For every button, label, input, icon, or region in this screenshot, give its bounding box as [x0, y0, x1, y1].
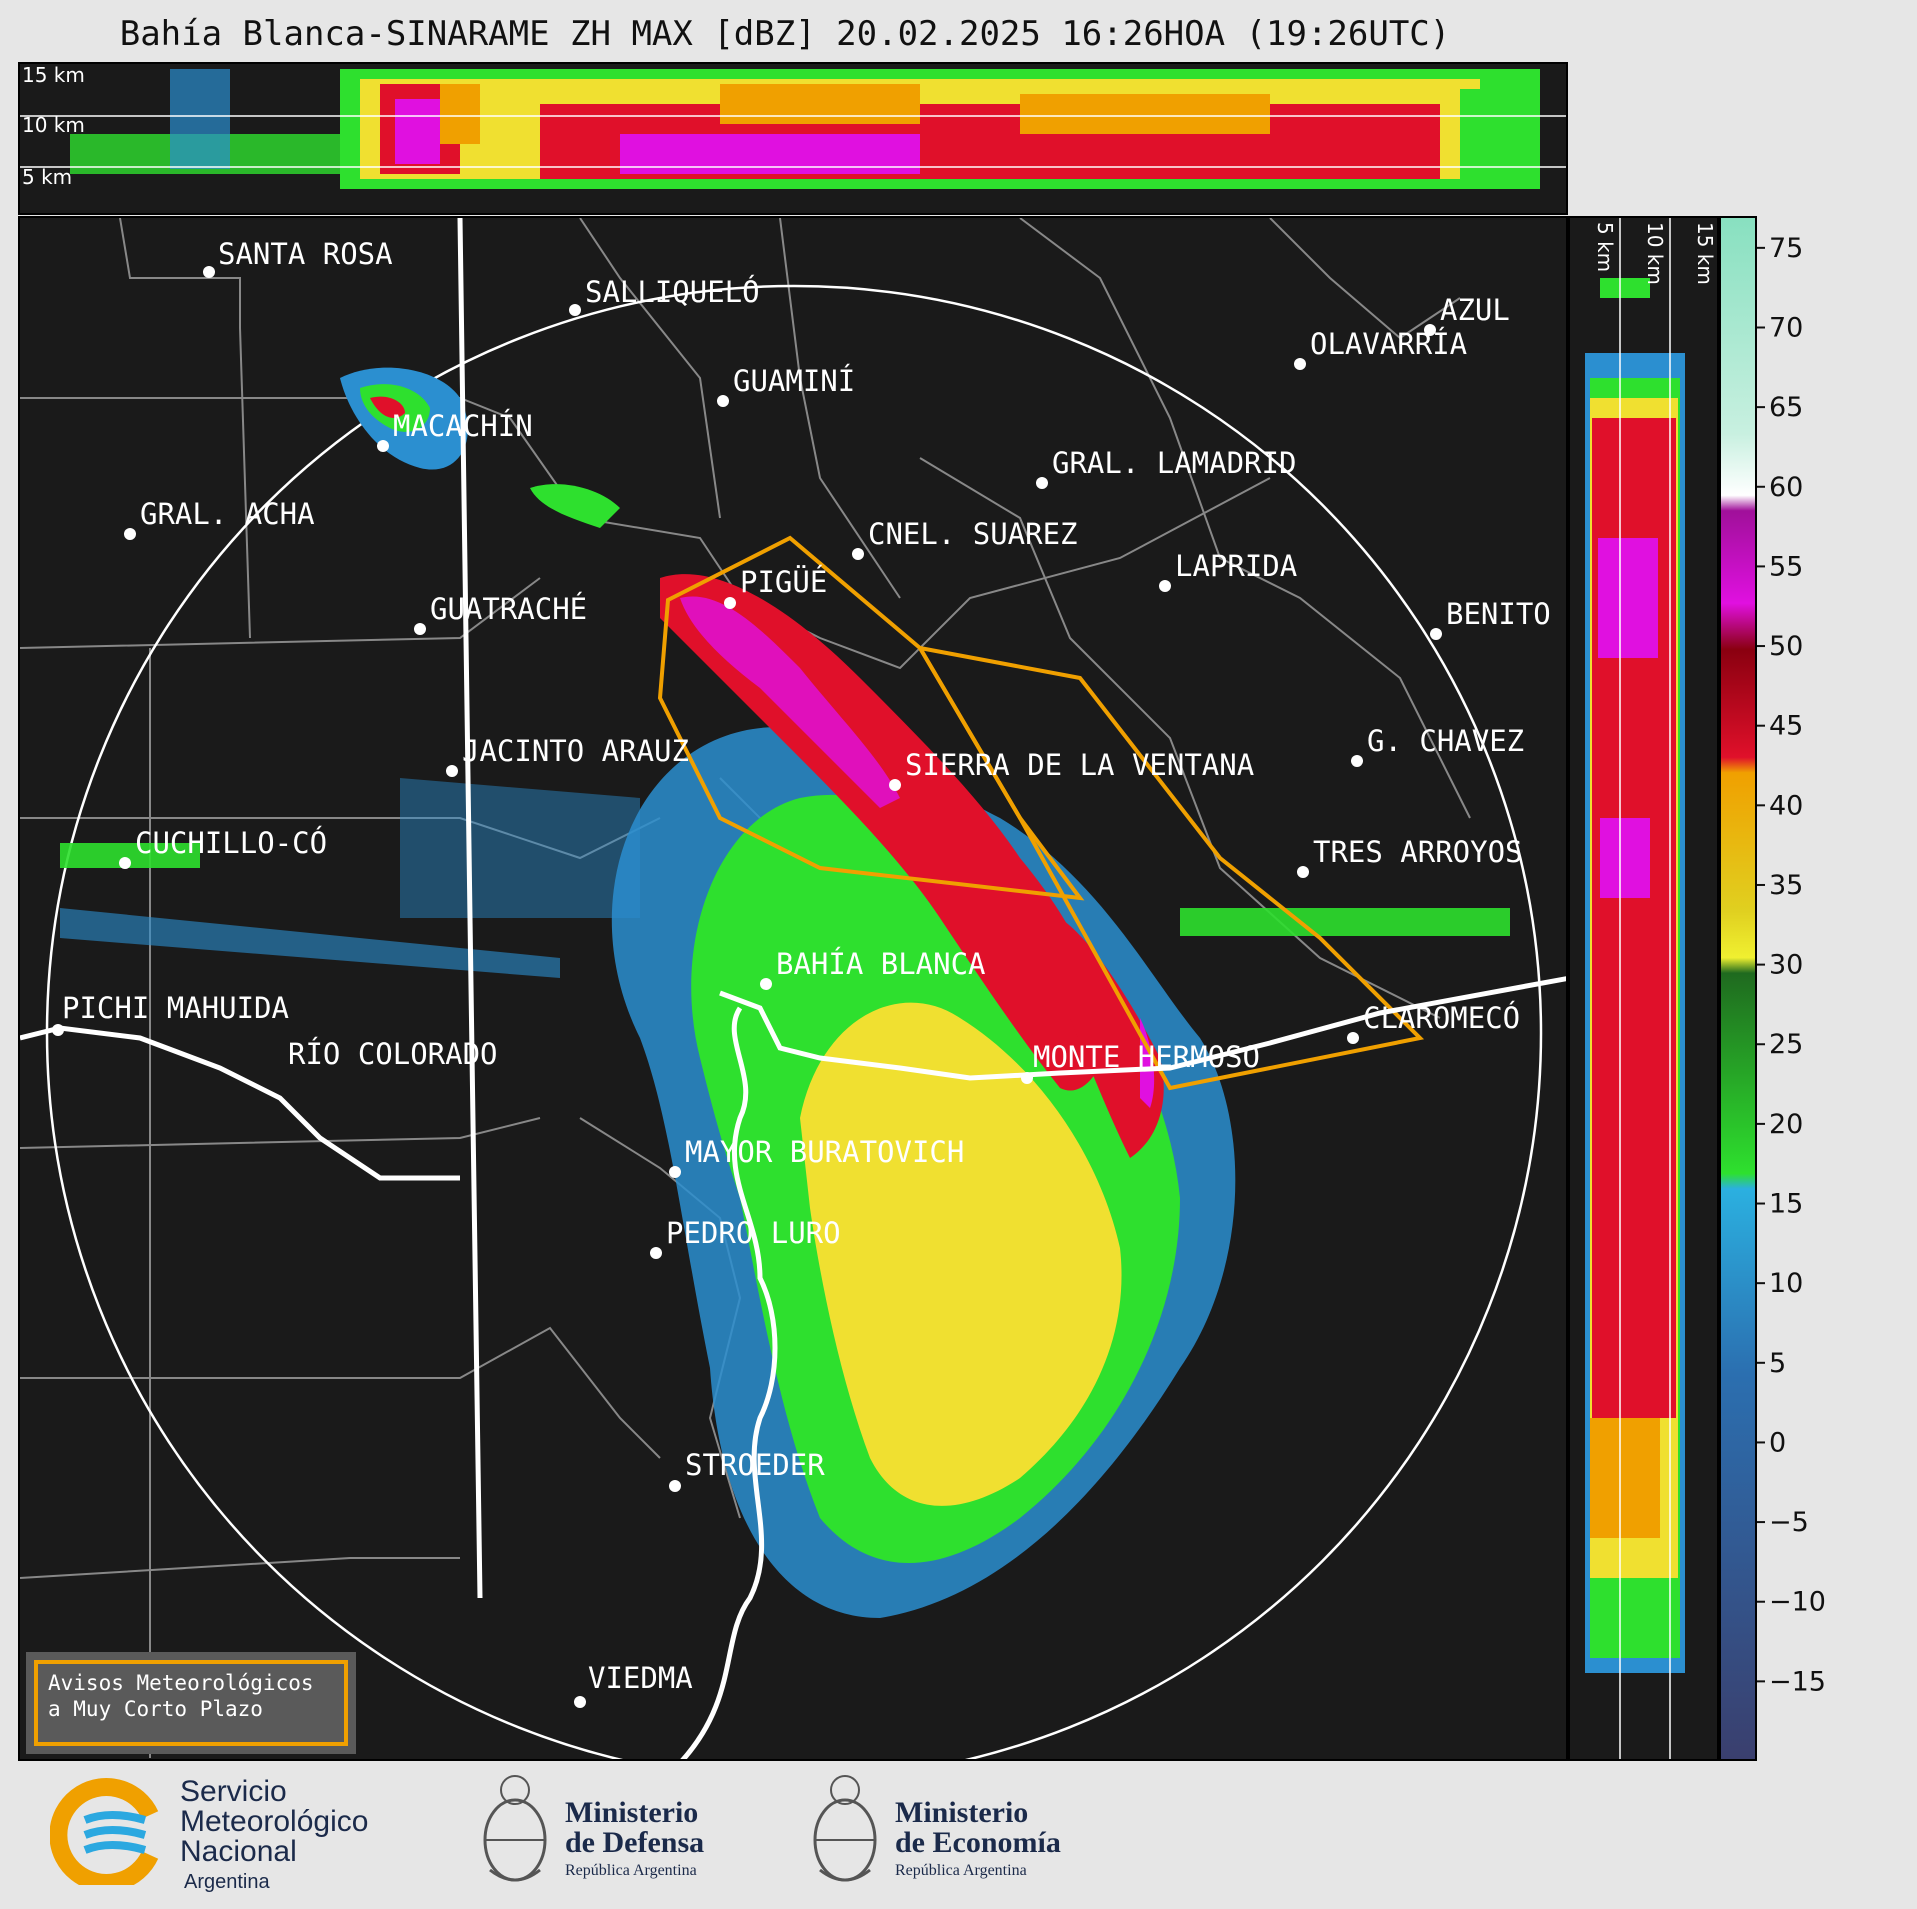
- city-rio-colorado: RÍO COLORADO: [288, 1037, 498, 1071]
- city-pedro-luro: PEDRO LURO: [666, 1216, 841, 1250]
- city-bahia-blanca: BAHÍA BLANCA: [776, 947, 986, 981]
- city-salliquelo: SALLIQUELÓ: [585, 275, 760, 309]
- city-claromeco: CLAROMECÓ: [1363, 1001, 1520, 1035]
- min-def-sub: República Argentina: [565, 1862, 697, 1879]
- side-cross-section: 5 km 10 km 15 km: [1570, 218, 1717, 1759]
- colorbar-gradient: [1721, 218, 1755, 1759]
- min-eco-sub: República Argentina: [895, 1862, 1027, 1879]
- colorbar-tick-label: 60: [1769, 472, 1803, 503]
- colorbar-tick-label: 55: [1769, 551, 1803, 582]
- colorbar-tick-label: −5: [1769, 1507, 1809, 1538]
- top-alt-label-5: 5 km: [22, 165, 72, 189]
- top-cross-section-panel: 15 km 10 km 5 km: [18, 62, 1568, 215]
- min-def-title-2: de Defensa: [565, 1826, 705, 1859]
- city-benito: BENITO: [1446, 597, 1551, 631]
- colorbar-tick-label: −15: [1769, 1666, 1826, 1697]
- min-eco-title-1: Ministerio: [895, 1796, 1029, 1829]
- top-cross-section: 15 km 10 km 5 km: [20, 64, 1566, 213]
- colorbar-tick-label: 75: [1769, 233, 1803, 264]
- warnings-legend: Avisos Meteorológicos a Muy Corto Plazo: [26, 1652, 356, 1754]
- colorbar-tick-label: 25: [1769, 1029, 1803, 1060]
- smn-line-1: Servicio: [180, 1775, 287, 1808]
- warnings-legend-border: Avisos Meteorológicos a Muy Corto Plazo: [34, 1660, 348, 1746]
- city-viedma: VIEDMA: [588, 1661, 693, 1695]
- ministry-defense-logo: Ministerio de Defensa República Argentin…: [470, 1760, 770, 1900]
- city-pigue: PIGÜÉ: [740, 565, 827, 599]
- colorbar-tick-label: 5: [1769, 1348, 1786, 1379]
- smn-line-3: Nacional: [180, 1835, 297, 1868]
- top-alt-label-10: 10 km: [22, 113, 85, 137]
- national-shield-icon: [483, 1775, 547, 1882]
- reflectivity-colorbar: [1719, 216, 1757, 1761]
- side-alt-label-5: 5 km: [1593, 222, 1617, 272]
- city-laprida: LAPRIDA: [1175, 549, 1297, 583]
- city-gral-acha: GRAL. ACHA: [140, 497, 315, 531]
- ministry-economy-logo: Ministerio de Economía República Argenti…: [800, 1760, 1100, 1900]
- city-pichi-mahuida: PICHI MAHUIDA: [62, 991, 289, 1025]
- city-olavarria: OLAVARRÍA: [1310, 327, 1467, 361]
- warning-polygons[interactable]: [657, 535, 1425, 1091]
- colorbar-tick-label: 65: [1769, 392, 1803, 423]
- radar-map-panel[interactable]: SANTA ROSA SALLIQUELÓ AZUL OLAVARRÍA GUA…: [18, 216, 1568, 1761]
- colorbar-tick-label: 0: [1769, 1427, 1786, 1458]
- colorbar-tick-label: −10: [1769, 1587, 1826, 1618]
- city-markers: SANTA ROSA SALLIQUELÓ AZUL OLAVARRÍA GUA…: [52, 237, 1551, 1708]
- coastline: [20, 218, 1566, 1759]
- colorbar-tick-label: 70: [1769, 312, 1803, 343]
- city-gral-lamadrid: GRAL. LAMADRID: [1052, 446, 1296, 480]
- page-title: Bahía Blanca-SINARAME ZH MAX [dBZ] 20.02…: [119, 14, 1451, 54]
- colorbar-tick-label: 35: [1769, 870, 1803, 901]
- city-cuchillo-co: CUCHILLO-CÓ: [135, 826, 327, 860]
- smn-line-2: Meteorológico: [180, 1805, 369, 1838]
- legend-line-2: a Muy Corto Plazo: [48, 1697, 263, 1721]
- smn-country: Argentina: [184, 1871, 270, 1893]
- smn-logo: Servicio Meteorológico Nacional Argentin…: [50, 1775, 410, 1893]
- city-santa-rosa: SANTA ROSA: [218, 237, 393, 271]
- city-mayor-buratovich: MAYOR BURATOVICH: [685, 1135, 964, 1169]
- city-cnel-suarez: CNEL. SUAREZ: [868, 517, 1078, 551]
- colorbar-tick-label: 20: [1769, 1109, 1803, 1140]
- side-alt-label-15: 15 km: [1693, 222, 1717, 285]
- colorbar-tick-label: 50: [1769, 631, 1803, 662]
- colorbar-tick-label: 10: [1769, 1268, 1803, 1299]
- national-shield-icon: [813, 1775, 877, 1882]
- colorbar-tick-label: 15: [1769, 1189, 1803, 1220]
- city-jacinto-arauz: JACINTO ARAUZ: [462, 734, 689, 768]
- city-stroeder: STROEDER: [685, 1448, 825, 1482]
- city-macachin: MACACHÍN: [393, 409, 533, 443]
- city-tres-arroyos: TRES ARROYOS: [1313, 835, 1523, 869]
- legend-line-1: Avisos Meteorológicos: [48, 1671, 314, 1695]
- top-alt-label-15: 15 km: [22, 64, 85, 87]
- city-guatrache: GUATRACHÉ: [430, 592, 587, 626]
- min-eco-title-2: de Economía: [895, 1826, 1061, 1859]
- colorbar-tick-label: 40: [1769, 790, 1803, 821]
- colorbar-tick-label: 45: [1769, 711, 1803, 742]
- smn-emblem-icon: [50, 1778, 159, 1885]
- min-def-title-1: Ministerio: [565, 1796, 699, 1829]
- city-guamini: GUAMINÍ: [733, 364, 855, 398]
- city-g-chavez: G. CHAVEZ: [1367, 724, 1524, 758]
- side-cross-section-panel: 5 km 10 km 15 km: [1568, 216, 1719, 1761]
- radar-map: SANTA ROSA SALLIQUELÓ AZUL OLAVARRÍA GUA…: [20, 218, 1566, 1759]
- city-monte-hermoso: MONTE HERMOSO: [1033, 1040, 1260, 1074]
- city-sierra-de-la-ventana: SIERRA DE LA VENTANA: [905, 748, 1254, 782]
- side-alt-label-10: 10 km: [1643, 222, 1667, 285]
- colorbar-tick-label: 30: [1769, 950, 1803, 981]
- city-azul: AZUL: [1440, 293, 1510, 327]
